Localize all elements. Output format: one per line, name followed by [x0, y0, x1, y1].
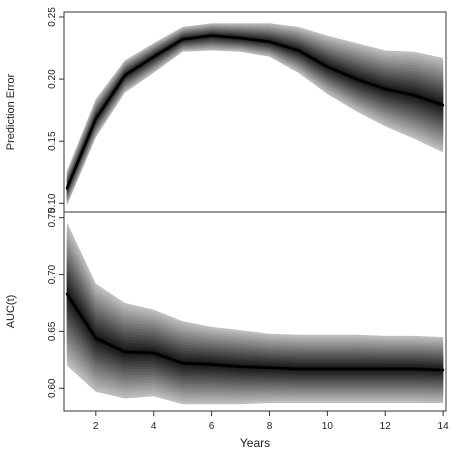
x-tick-label: 14	[438, 421, 450, 432]
data-point	[210, 363, 213, 366]
y-axis-label: AUC(t)	[5, 295, 17, 329]
data-point	[413, 94, 416, 97]
x-tick-label: 12	[380, 421, 392, 432]
y-tick-label: 0.25	[47, 7, 58, 27]
band-layer	[66, 34, 444, 191]
data-point	[123, 350, 127, 354]
y-tick-label: 0.70	[47, 264, 58, 284]
x-tick-label: 8	[267, 421, 273, 432]
x-tick-label: 4	[151, 421, 157, 432]
data-point	[355, 367, 358, 371]
data-point	[297, 49, 300, 52]
x-tick-label: 6	[209, 421, 215, 432]
data-point	[152, 351, 155, 355]
prediction-error-panel: 0.10 0.15 0.20 0.25 Prediction Error	[5, 7, 447, 213]
data-point	[441, 368, 445, 372]
data-point	[384, 367, 387, 371]
x-axis-label: Years	[240, 436, 270, 450]
data-point	[239, 365, 242, 368]
data-point	[326, 367, 329, 371]
data-point	[268, 40, 271, 43]
x-tick-label: 2	[93, 421, 99, 432]
x-tick-label: 10	[322, 421, 334, 432]
data-point	[94, 337, 98, 340]
data-point	[181, 38, 184, 41]
data-point	[210, 34, 213, 37]
data-point	[441, 104, 445, 107]
data-point	[326, 65, 329, 68]
data-point	[65, 292, 69, 296]
confidence-band	[66, 23, 444, 206]
confidence-band	[66, 222, 444, 405]
y-tick-label: 0.65	[47, 321, 58, 341]
data-point	[65, 187, 69, 190]
median-line	[65, 34, 444, 189]
y-axis-label: Prediction Error	[5, 73, 17, 150]
y-tick-label: 0.75	[47, 208, 58, 228]
y-tick-label: 0.15	[47, 131, 58, 151]
data-point	[239, 36, 242, 40]
y-tick-label: 0.20	[47, 69, 58, 89]
data-point	[384, 87, 387, 91]
median-line	[65, 293, 444, 372]
y-tick-label: 0.10	[47, 193, 58, 213]
data-point	[355, 77, 358, 81]
band-layer	[66, 284, 444, 375]
data-point	[268, 366, 271, 369]
data-point	[123, 74, 127, 77]
data-point	[181, 362, 184, 365]
data-point	[94, 117, 98, 121]
data-point	[297, 367, 300, 371]
plot-frame	[63, 211, 447, 412]
data-point	[152, 55, 155, 58]
y-tick-label: 0.60	[47, 378, 58, 398]
auc-panel: 0.60 0.65 0.70 0.75 AUC(t) 2 4 6 8 10 12 14 Years	[5, 208, 449, 450]
data-point	[413, 367, 416, 371]
